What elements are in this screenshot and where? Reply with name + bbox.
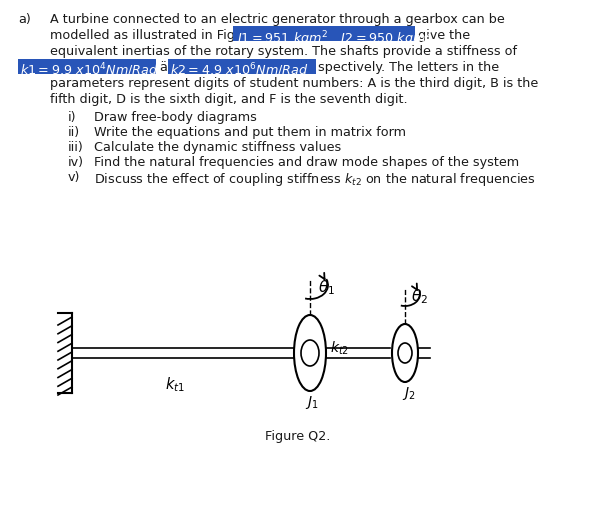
Text: $k_{t1}$: $k_{t1}$	[165, 375, 185, 394]
Text: A turbine connected to an electric generator through a gearbox can be: A turbine connected to an electric gener…	[50, 13, 505, 26]
Text: ii): ii)	[68, 126, 80, 139]
Text: modelled as illustrated in Figure: modelled as illustrated in Figure	[50, 29, 256, 42]
Text: $J1 = 951\ \mathbf{\it kgm^2}$   $J2 = 950\ \mathbf{\it kgm^2}$: $J1 = 951\ \mathbf{\it kgm^2}$ $J2 = 950…	[235, 29, 432, 49]
Text: Calculate the dynamic stiffness values: Calculate the dynamic stiffness values	[94, 141, 342, 154]
Text: Draw free-body diagrams: Draw free-body diagrams	[94, 111, 257, 124]
Text: parameters represent digits of student numbers: A is the third digit, B is the: parameters represent digits of student n…	[50, 77, 538, 90]
Text: spectively. The letters in the: spectively. The letters in the	[318, 61, 499, 74]
Text: $J_1$: $J_1$	[305, 394, 319, 411]
Text: $k1 = 9.9\ x10^4Nm/Rad$: $k1 = 9.9\ x10^4Nm/Rad$	[20, 61, 159, 78]
Text: $k_{t2}$: $k_{t2}$	[330, 339, 349, 357]
Text: $\theta_1$: $\theta_1$	[318, 278, 335, 297]
Text: v): v)	[68, 171, 80, 184]
Text: i): i)	[68, 111, 76, 124]
Text: give the: give the	[418, 29, 470, 42]
Text: equivalent inertias of the rotary system. The shafts provide a stiffness of: equivalent inertias of the rotary system…	[50, 45, 517, 58]
Bar	[233, 26, 415, 41]
Text: Find the natural frequencies and draw mode shapes of the system: Find the natural frequencies and draw mo…	[94, 156, 519, 169]
Text: fifth digit, D is the sixth digit, and F is the seventh digit.: fifth digit, D is the sixth digit, and F…	[50, 93, 408, 106]
Text: $k2 = 4.9\ x10^6Nm/Rad$: $k2 = 4.9\ x10^6Nm/Rad$	[170, 61, 308, 78]
Text: a): a)	[18, 13, 31, 26]
Ellipse shape	[294, 315, 326, 391]
Text: iv): iv)	[68, 156, 84, 169]
Text: Write the equations and put them in matrix form: Write the equations and put them in matr…	[94, 126, 406, 139]
Ellipse shape	[392, 324, 418, 382]
Ellipse shape	[398, 343, 412, 363]
Text: $\theta_2$: $\theta_2$	[411, 287, 428, 306]
Ellipse shape	[301, 340, 319, 366]
Text: iii): iii)	[68, 141, 84, 154]
Bar	[18, 59, 156, 74]
Text: $J_2$: $J_2$	[402, 385, 416, 402]
Text: ä: ä	[159, 61, 167, 74]
Bar	[168, 59, 316, 74]
Text: Figure Q2.: Figure Q2.	[265, 430, 331, 443]
Text: Discuss the effect of coupling stiffness $k_{t2}$ on the natural frequencies: Discuss the effect of coupling stiffness…	[94, 171, 536, 188]
